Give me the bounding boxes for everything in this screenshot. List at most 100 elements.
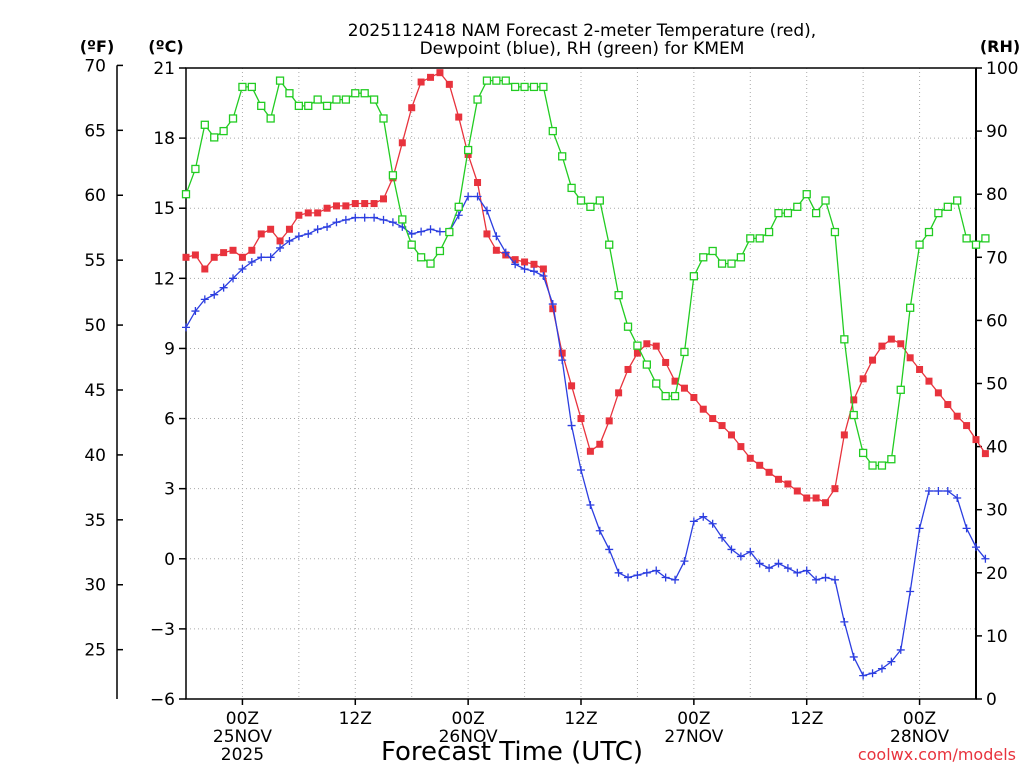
rh-point	[699, 253, 708, 262]
rh-point	[238, 82, 247, 92]
chart-title-line-1: 2025112418 NAM Forecast 2-meter Temperat…	[348, 21, 816, 41]
rh-point	[539, 82, 548, 92]
rh-point	[548, 126, 557, 136]
rh-point	[802, 190, 811, 199]
rh-point	[529, 82, 539, 92]
dewpoint-point	[360, 213, 369, 222]
dewpoint-point	[915, 524, 924, 533]
celsius-tick-label: 15	[153, 199, 175, 219]
celsius-tick-label: 0	[164, 550, 175, 570]
rh-point	[953, 196, 962, 205]
rh-point	[445, 227, 454, 237]
x-tick-date-label: 28NOV	[890, 727, 949, 747]
rh-tick-label: 100	[986, 59, 1018, 79]
2-meter-temperature-point	[511, 256, 519, 264]
2-meter-temperature-point	[248, 246, 256, 254]
celsius-tick-label: 21	[153, 59, 175, 79]
2-meter-temperature-point	[859, 375, 867, 383]
2-meter-temperature-point	[549, 305, 557, 313]
rh-point	[821, 196, 830, 205]
2-meter-temperature-point	[822, 499, 830, 507]
2-meter-temperature-point	[586, 447, 594, 455]
dewpoint-point	[567, 421, 576, 430]
2-meter-temperature-point	[812, 494, 820, 502]
2-meter-temperature-point	[869, 356, 877, 364]
2-meter-temperature-point	[925, 377, 933, 385]
dewpoint-point	[981, 554, 990, 563]
rh-point	[285, 89, 294, 98]
rh-tick-label: 0	[986, 690, 997, 710]
fahrenheit-unit-label: (ºF)	[80, 37, 115, 56]
data-series	[181, 69, 990, 680]
rh-point	[482, 76, 492, 85]
rh-point	[783, 208, 793, 218]
dewpoint-point	[727, 545, 736, 554]
grid-lines	[186, 68, 976, 699]
2-meter-temperature-point	[445, 80, 453, 88]
2-meter-temperature-point	[643, 340, 651, 348]
rh-point	[492, 76, 501, 85]
dewpoint-point	[266, 253, 275, 262]
dewpoint-point	[473, 192, 482, 201]
dewpoint-point	[642, 568, 651, 577]
rh-point	[228, 114, 238, 123]
dewpoint-point	[689, 517, 698, 526]
2-meter-temperature-point	[934, 389, 942, 397]
rh-point	[774, 208, 783, 218]
dewpoint-point	[774, 559, 783, 568]
2-meter-temperature-point	[464, 150, 472, 158]
2-meter-temperature-point	[652, 342, 660, 350]
2-meter-temperature-point	[963, 422, 971, 430]
2-meter-temperature-point	[436, 69, 444, 77]
rh-point	[322, 101, 332, 111]
x-tick-time-label: 12Z	[790, 709, 823, 729]
2-meter-temperature-point	[314, 209, 322, 217]
dewpoint-point	[943, 487, 952, 496]
rh-point	[351, 89, 360, 98]
dewpoint-point	[492, 232, 501, 241]
rh-point	[680, 347, 689, 357]
fahrenheit-tick-label: 45	[84, 381, 106, 401]
dewpoint-point	[652, 566, 661, 575]
dewpoint-point	[435, 227, 444, 236]
rh-point	[924, 227, 934, 237]
fahrenheit-tick-label: 25	[84, 641, 106, 661]
dewpoint-point	[877, 664, 886, 673]
rh-point	[181, 190, 191, 199]
dewpoint-point	[868, 669, 877, 678]
rh-point	[294, 101, 304, 111]
dewpoint-point	[802, 566, 811, 575]
rh-point	[369, 95, 379, 104]
rh-tick-label: 60	[986, 311, 1008, 331]
rh-point	[811, 208, 821, 218]
dewpoint-point	[896, 645, 905, 654]
dewpoint-point	[586, 501, 595, 510]
rh-point	[849, 410, 858, 420]
2-meter-temperature-point	[182, 253, 190, 261]
2-meter-temperature-point	[756, 461, 764, 469]
dewpoint-point	[821, 573, 830, 582]
rh-point	[962, 234, 971, 243]
2-meter-temperature-point	[737, 443, 745, 451]
dewpoint-point	[680, 557, 689, 566]
dewpoint-point	[746, 547, 755, 556]
rh-point	[858, 448, 868, 458]
dewpoint-point	[417, 227, 426, 236]
rh-tick-label: 10	[986, 627, 1008, 647]
rh-tick-label: 80	[986, 185, 1008, 205]
fahrenheit-tick-label: 70	[84, 56, 106, 76]
fahrenheit-tick-label: 35	[84, 511, 106, 531]
rh-point	[210, 133, 219, 142]
2-meter-temperature-point	[238, 253, 246, 261]
2-meter-temperature-point	[709, 415, 717, 423]
rh-point	[708, 246, 717, 256]
2-meter-temperature-point	[831, 485, 839, 493]
2-meter-temperature-point	[784, 480, 792, 488]
dewpoint-point	[294, 232, 303, 241]
x-tick-date-label: 26NOV	[439, 727, 498, 747]
x-axis-label: Forecast Time (UTC)	[381, 737, 643, 767]
dewpoint-point	[548, 300, 557, 309]
dewpoint-point	[558, 356, 567, 365]
rh-point	[313, 95, 322, 104]
dewpoint-point	[614, 568, 623, 577]
